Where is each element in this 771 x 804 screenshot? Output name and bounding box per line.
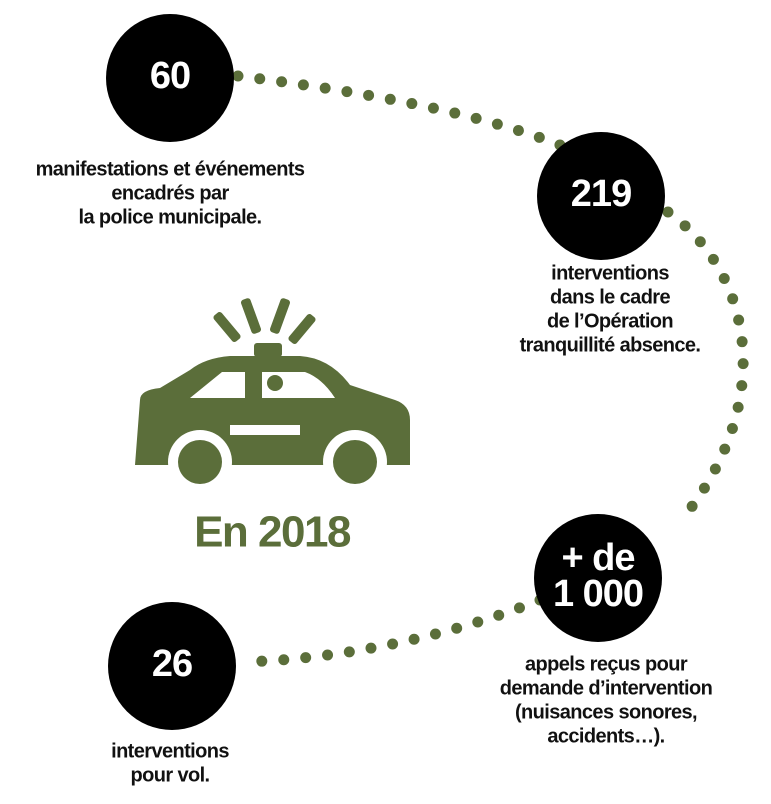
connector — [234, 594, 546, 668]
dotted-connectors — [232, 70, 749, 668]
stat-label: encadrés par — [111, 182, 229, 204]
connector — [662, 206, 749, 528]
stat-circle — [108, 602, 236, 730]
police-car-icon — [135, 298, 410, 494]
stat-value: + de — [561, 537, 634, 579]
stat-label: demande d’intervention — [500, 677, 712, 699]
stat-circle — [106, 14, 234, 142]
stat-value: 60 — [150, 55, 190, 97]
stat-label: la police municipale. — [78, 206, 261, 228]
stat-label: (nuisances sonores, — [515, 701, 697, 723]
stat-label: pour vol. — [130, 764, 209, 786]
stat-label: accidents…). — [547, 725, 664, 747]
stat-value: 219 — [571, 173, 631, 215]
stat-label: manifestations et événements — [36, 158, 305, 180]
stat-label: interventions — [111, 740, 229, 762]
stat-circle — [534, 514, 662, 642]
connector — [232, 70, 566, 151]
stat-circle — [537, 132, 665, 260]
stat-label: dans le cadre — [550, 286, 671, 308]
stat-label: de l’Opération — [547, 310, 673, 332]
stat-label: tranquillité absence. — [520, 334, 701, 356]
stat-label: interventions — [551, 262, 669, 284]
stat-value: 26 — [152, 643, 192, 685]
center-label: En 2018 — [194, 508, 351, 557]
stat-label: appels reçus pour — [525, 653, 688, 675]
stat-value: 1 000 — [553, 573, 643, 615]
